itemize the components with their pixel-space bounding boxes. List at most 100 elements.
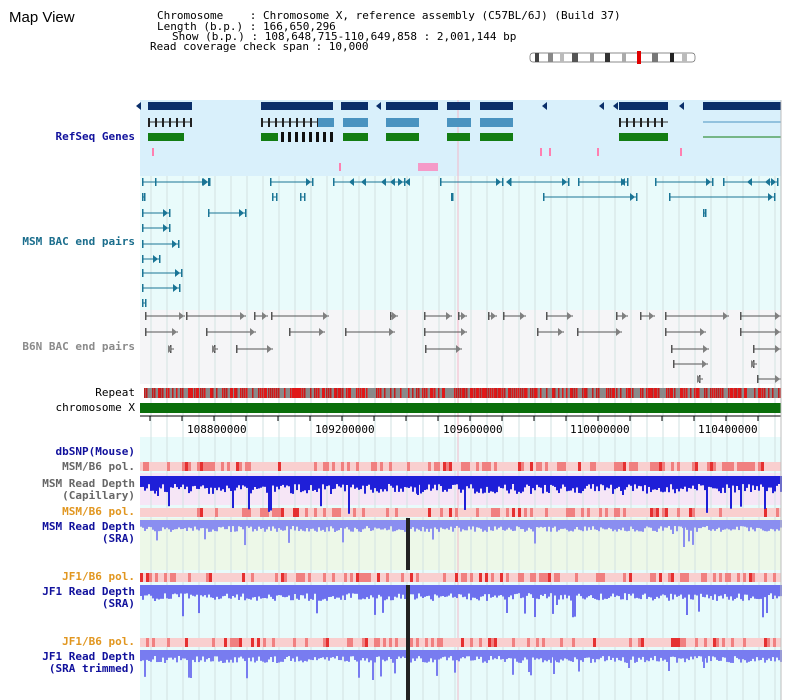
read-depth-bar (478, 476, 480, 493)
read-depth-bar (344, 476, 346, 492)
polymorphism-mark (629, 638, 632, 647)
read-depth-bar (748, 650, 750, 662)
read-depth-bar (378, 520, 380, 529)
read-depth-bar (546, 520, 548, 532)
read-depth-bar (716, 650, 718, 660)
read-depth-bar (636, 476, 638, 489)
read-depth-bar (392, 520, 394, 532)
read-depth-bar (334, 476, 336, 489)
read-depth-bar (250, 650, 252, 662)
read-depth-bar (608, 520, 610, 528)
read-depth-bar (606, 585, 608, 599)
read-depth-bar (188, 585, 190, 599)
track-label-msm-bac[interactable]: MSM BAC end pairs (22, 235, 135, 248)
read-depth-bar (712, 585, 714, 600)
read-depth-bar (586, 650, 588, 658)
read-depth-bar (412, 650, 414, 659)
track-label-jf1-b6-pol-1[interactable]: JF1/B6 pol. (62, 570, 135, 583)
polymorphism-mark (338, 508, 341, 517)
read-depth-bar (308, 476, 310, 491)
track-label-msm-b6-pol-1[interactable]: MSM/B6 pol. (62, 460, 135, 473)
polymorphism-mark (671, 573, 674, 582)
read-depth-bar (664, 476, 666, 492)
bac-end (245, 209, 247, 217)
read-depth-bar (748, 476, 750, 485)
read-depth-bar (390, 520, 392, 527)
bac-arrow (240, 312, 245, 320)
read-depth-bar (736, 476, 738, 487)
bac-end (178, 240, 180, 248)
read-depth-bar (634, 650, 636, 663)
read-depth-bar (294, 476, 296, 485)
read-depth-bar (386, 585, 388, 600)
read-depth-bar (186, 585, 188, 594)
bac-end (640, 312, 642, 320)
bac-end (488, 312, 490, 320)
track-label-jf1-depth-sra[interactable]: JF1 Read Depth (42, 585, 135, 598)
track-label-msm-depth-sra[interactable]: MSM Read Depth (42, 520, 135, 533)
read-depth-bar (634, 476, 636, 485)
read-depth-bar (142, 520, 144, 528)
repeat-mark (230, 388, 233, 398)
read-depth-bar (166, 520, 168, 528)
polymorphism-mark (563, 462, 566, 471)
bac-end (289, 328, 291, 336)
track-label-jf1-depth-trimmed[interactable]: JF1 Read Depth (42, 650, 135, 663)
track-label-b6n-bac[interactable]: B6N BAC end pairs (22, 340, 135, 353)
polymorphism-band (140, 573, 781, 582)
polymorphism-mark (323, 462, 326, 471)
exon (480, 118, 513, 127)
read-depth-bar (754, 585, 756, 599)
track-label-chromosome[interactable]: chromosome X (55, 401, 135, 414)
polymorphism-mark (680, 573, 683, 582)
exon (289, 118, 291, 127)
bac-end (669, 193, 671, 201)
repeat-mark (258, 388, 260, 398)
track-label-msm-b6-pol-2[interactable]: MSM/B6 pol. (62, 505, 135, 518)
read-depth-bar (618, 650, 620, 661)
read-depth-bar (752, 520, 754, 530)
polymorphism-mark (383, 638, 386, 647)
track-label-repeat[interactable]: Repeat (95, 386, 135, 399)
polymorphism-band (140, 462, 781, 471)
polymorphism-mark (146, 462, 149, 471)
read-depth-bar (666, 520, 668, 528)
track-label-msm-depth-capillary[interactable]: MSM Read Depth (42, 477, 135, 490)
bac-end (142, 224, 144, 232)
read-depth-bar (630, 585, 632, 596)
polymorphism-mark (470, 638, 473, 647)
read-depth-bar (334, 650, 336, 659)
polymorphism-mark (305, 508, 308, 517)
polymorphism-band (140, 508, 781, 517)
read-depth-bar (580, 585, 582, 597)
track-label-jf1-b6-pol-2[interactable]: JF1/B6 pol. (62, 635, 135, 648)
repeat-mark (764, 388, 766, 398)
read-depth-bar (232, 520, 234, 527)
read-depth-bar (226, 650, 228, 660)
polymorphism-mark (149, 573, 152, 582)
read-depth-bar (670, 520, 672, 530)
repeat-mark (498, 388, 501, 398)
repeat-mark (234, 388, 237, 398)
exon (261, 118, 263, 127)
read-depth-bar (600, 650, 602, 658)
bac-arrow (381, 178, 386, 186)
repeat-mark (762, 388, 764, 398)
polymorphism-mark (494, 638, 497, 647)
read-depth-bar (408, 476, 410, 488)
strand-arrow (679, 102, 684, 110)
read-depth-bar (562, 520, 564, 529)
read-depth-bar (526, 585, 528, 596)
track-label-refseq[interactable]: RefSeq Genes (55, 130, 135, 143)
read-depth-bar (424, 476, 426, 491)
polymorphism-mark (572, 638, 575, 647)
read-depth-bar (344, 650, 346, 662)
repeat-mark (272, 388, 274, 398)
read-depth-bar (294, 650, 296, 662)
read-depth-bar (262, 476, 264, 487)
bac-end (304, 193, 306, 201)
track-label-dbsnp[interactable]: dbSNP(Mouse) (55, 445, 135, 458)
read-depth-bar (572, 520, 574, 532)
polymorphism-mark (599, 508, 602, 517)
